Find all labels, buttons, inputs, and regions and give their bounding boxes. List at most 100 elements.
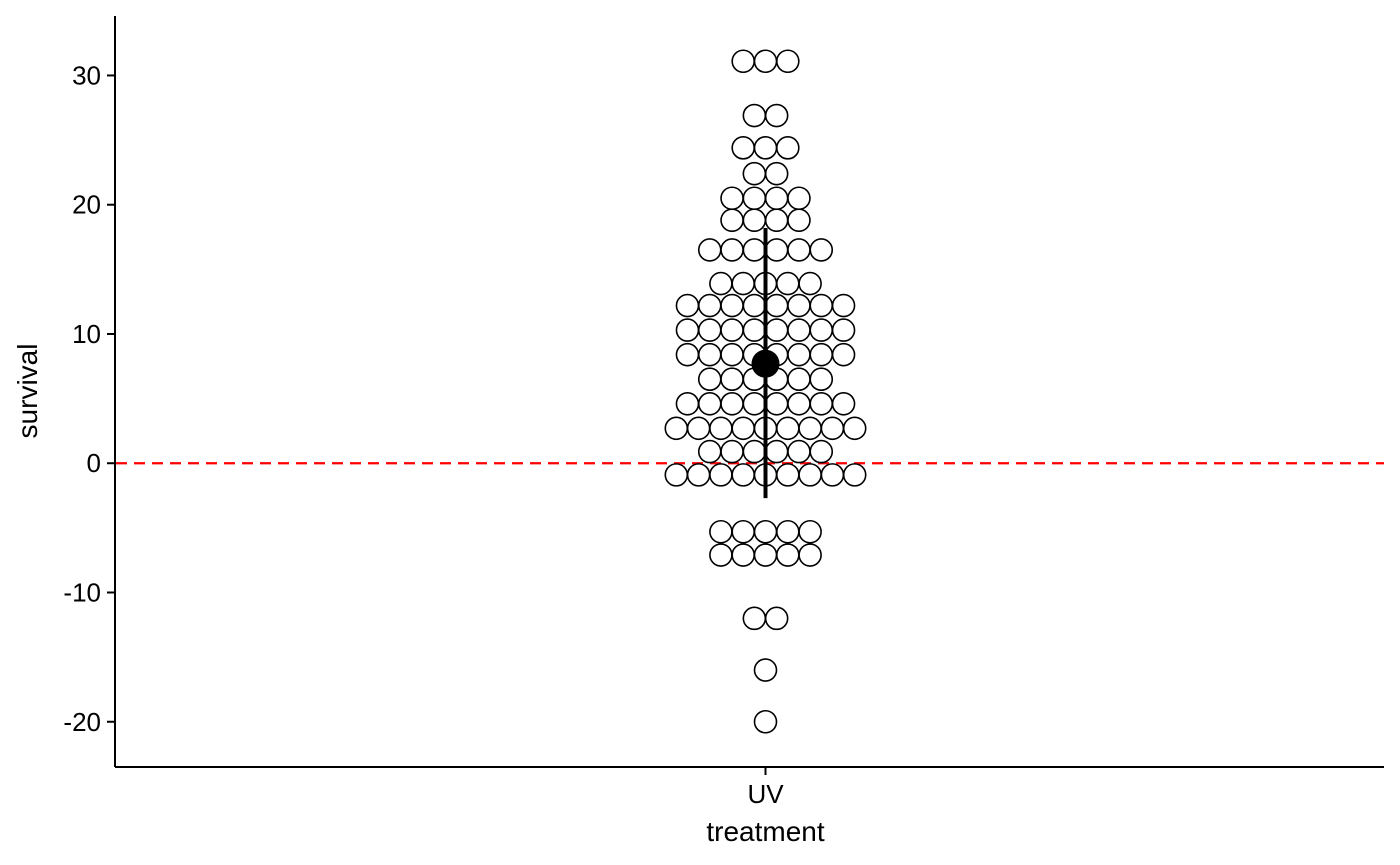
data-dot (775, 49, 800, 74)
mean-point (751, 349, 780, 378)
data-dot (831, 342, 856, 367)
data-dot (764, 103, 789, 128)
y-tick-label: 10 (72, 319, 101, 349)
data-dot (787, 439, 811, 464)
data-dot (742, 208, 767, 233)
data-dot (809, 439, 834, 464)
data-dot (764, 439, 789, 464)
data-dot (742, 103, 767, 128)
y-tick-label: 0 (87, 448, 101, 478)
x-ticks: UV (747, 767, 784, 809)
data-dot (742, 391, 767, 416)
data-dot (675, 342, 700, 367)
data-dot (709, 543, 733, 567)
data-dot (820, 416, 845, 441)
data-dot (798, 271, 822, 296)
data-dot (809, 238, 834, 262)
data-dot (842, 463, 867, 487)
y-axis-title: survival (12, 344, 43, 439)
data-dot (709, 463, 733, 487)
data-dot (809, 367, 834, 392)
data-dot (753, 709, 778, 734)
data-dot (764, 391, 789, 416)
data-dot (787, 208, 811, 233)
data-dot (831, 293, 856, 318)
data-dot (787, 367, 811, 392)
data-dot (742, 186, 767, 211)
data-dot (709, 519, 733, 544)
data-dot (697, 439, 722, 464)
data-dot (787, 238, 811, 262)
data-dot (731, 519, 756, 544)
data-dot (742, 606, 767, 631)
data-dot (764, 606, 789, 631)
data-dot (764, 186, 789, 211)
data-dot (798, 543, 822, 567)
x-axis-title: treatment (706, 816, 824, 847)
data-dot (742, 293, 767, 318)
data-dot (820, 463, 845, 487)
data-dot (720, 293, 744, 318)
data-dot (809, 318, 834, 342)
data-dot (686, 463, 711, 487)
data-dot (697, 391, 722, 416)
data-dot (675, 391, 700, 416)
data-dot (664, 416, 689, 441)
mean-summary (751, 227, 780, 499)
data-dot (775, 463, 800, 487)
data-dot (753, 136, 778, 160)
axes (114, 16, 1384, 768)
data-dot (842, 416, 867, 441)
data-dot (709, 271, 733, 296)
x-tick-label: UV (747, 779, 784, 809)
data-dot (675, 293, 700, 318)
data-dot (664, 463, 689, 487)
data-dot (787, 293, 811, 318)
data-dot (809, 293, 834, 318)
data-dot (753, 658, 778, 682)
data-dot (697, 342, 722, 367)
y-ticks: -20 -10 0 10 20 30 (63, 60, 115, 737)
data-dot (720, 186, 744, 211)
data-dot (697, 293, 722, 318)
data-dot (775, 519, 800, 544)
data-dot (809, 342, 834, 367)
data-dot (798, 519, 822, 544)
data-dot (731, 543, 756, 567)
data-dot (742, 161, 767, 186)
data-dot (675, 318, 700, 342)
data-dot (731, 49, 756, 74)
data-dot (720, 318, 744, 342)
data-dot (831, 391, 856, 416)
data-dot (753, 543, 778, 567)
data-dot (831, 318, 856, 342)
data-dot (731, 136, 756, 160)
data-dot (764, 238, 789, 262)
data-dot (753, 519, 778, 544)
data-dot (697, 238, 722, 262)
data-dot (720, 208, 744, 233)
y-tick-label: 30 (72, 60, 101, 90)
data-dot (731, 416, 756, 441)
data-dot (697, 318, 722, 342)
data-dot (809, 391, 834, 416)
data-dot (720, 238, 744, 262)
data-dot (697, 367, 722, 392)
data-dot (764, 208, 789, 233)
data-dot (787, 186, 811, 211)
y-tick-label: -10 (63, 577, 101, 607)
data-dot (775, 136, 800, 160)
data-dot (720, 367, 744, 392)
data-dot (775, 416, 800, 441)
data-dot (787, 318, 811, 342)
data-dot (709, 416, 733, 441)
y-tick-label: 20 (72, 190, 101, 220)
data-dot (720, 439, 744, 464)
data-dot (720, 342, 744, 367)
data-dot (775, 543, 800, 567)
data-dot (775, 271, 800, 296)
data-dot (753, 49, 778, 74)
data-dot (798, 416, 822, 441)
data-dot (731, 271, 756, 296)
